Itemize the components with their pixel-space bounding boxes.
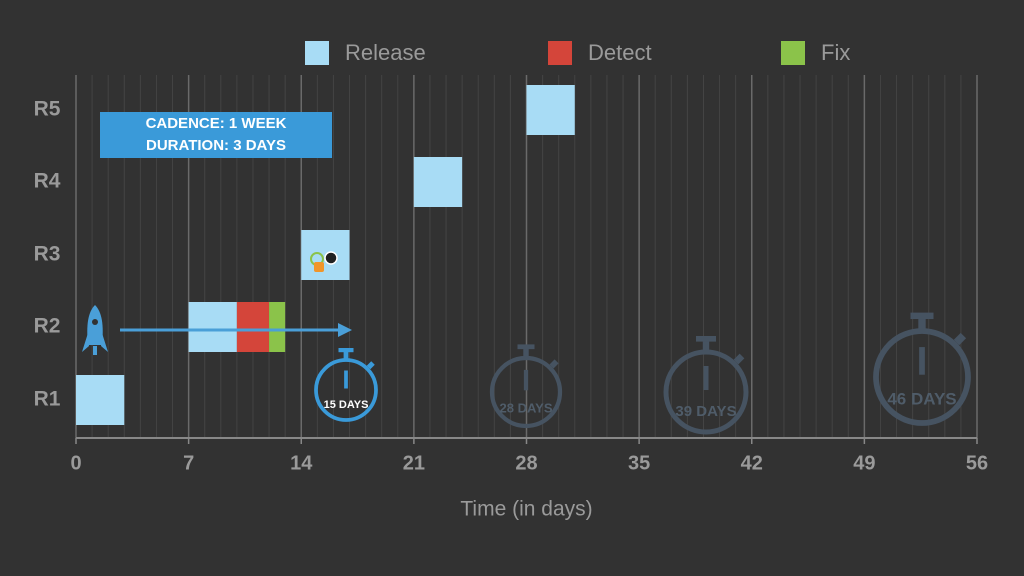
x-tick-label: 42 — [741, 452, 763, 474]
stopwatch-label: 28 DAYS — [500, 400, 553, 415]
y-tick-label: R2 — [34, 315, 61, 338]
legend-label: Detect — [588, 40, 652, 65]
stopwatch-cap — [338, 348, 354, 353]
stopwatch-stem — [523, 347, 529, 358]
stopwatch: 46 DAYS — [873, 312, 971, 426]
stopwatch-label: 15 DAYS — [324, 399, 369, 411]
bar — [188, 302, 237, 352]
bar — [413, 157, 463, 207]
bar — [526, 85, 575, 135]
annotation-box — [100, 112, 332, 158]
x-tick-label: 28 — [515, 452, 537, 474]
x-tick-label: 56 — [966, 452, 988, 474]
stopwatch-cap — [696, 336, 716, 342]
arrow — [120, 323, 352, 337]
y-tick-label: R3 — [34, 243, 61, 266]
stopwatch-button — [549, 359, 559, 369]
stopwatch-stem — [918, 317, 926, 331]
y-tick-label: R1 — [34, 388, 61, 411]
stopwatch-stem — [343, 351, 349, 360]
stopwatch-label: 46 DAYS — [887, 389, 956, 408]
annotation-text: DURATION: 3 DAYS — [146, 137, 286, 154]
bar — [76, 375, 125, 425]
x-tick-label: 49 — [853, 452, 875, 474]
x-tick-label: 7 — [183, 452, 194, 474]
y-tick-label: R5 — [34, 98, 61, 121]
annotation-text: CADENCE: 1 WEEK — [146, 115, 287, 132]
stopwatch-button — [733, 353, 745, 365]
legend-label: Release — [345, 40, 426, 65]
y-tick-label: R4 — [34, 170, 61, 193]
rocket-icon — [82, 305, 108, 355]
bar — [269, 302, 286, 352]
x-axis-label: Time (in days) — [460, 498, 592, 521]
legend-swatch — [305, 41, 329, 65]
stopwatch-stem — [702, 340, 710, 352]
tool-icons — [310, 251, 338, 272]
stopwatch-cap — [910, 312, 934, 320]
x-tick-label: 14 — [290, 452, 313, 474]
legend-swatch — [781, 41, 805, 65]
stopwatch: 15 DAYS — [314, 348, 378, 422]
legend-swatch — [548, 41, 572, 65]
stopwatch-button — [366, 361, 375, 370]
legend-label: Fix — [821, 40, 850, 65]
stopwatch: 39 DAYS — [663, 336, 749, 435]
x-tick-label: 21 — [403, 452, 425, 474]
stopwatch-label: 39 DAYS — [675, 403, 736, 420]
stopwatch-cap — [517, 344, 535, 350]
bar — [236, 302, 270, 352]
x-tick-label: 0 — [70, 452, 81, 474]
stopwatch-button — [953, 332, 967, 346]
stopwatch: 28 DAYS — [489, 344, 563, 429]
x-tick-label: 35 — [628, 452, 650, 474]
